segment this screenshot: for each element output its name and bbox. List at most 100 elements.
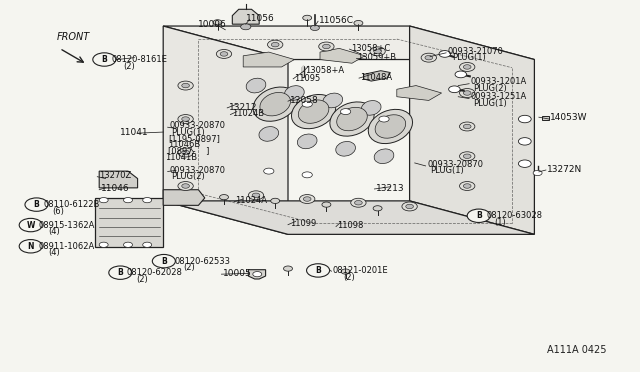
Ellipse shape [291, 94, 336, 129]
Text: 08120-8161E: 08120-8161E [112, 55, 168, 64]
Ellipse shape [259, 126, 278, 141]
Polygon shape [410, 26, 534, 234]
Text: W: W [26, 221, 35, 230]
Text: 13213: 13213 [376, 184, 404, 193]
Circle shape [252, 193, 260, 198]
Text: B: B [118, 268, 123, 277]
Circle shape [379, 116, 389, 122]
Circle shape [351, 198, 366, 207]
Circle shape [463, 184, 471, 188]
Circle shape [463, 154, 471, 158]
Circle shape [341, 269, 350, 274]
Text: 00933-1201A: 00933-1201A [470, 77, 527, 86]
Circle shape [533, 170, 542, 176]
Polygon shape [320, 48, 365, 63]
Text: 00933-20870: 00933-20870 [428, 160, 484, 169]
Text: 00933-20870: 00933-20870 [170, 166, 226, 174]
Circle shape [518, 160, 531, 167]
Text: PLUG(1): PLUG(1) [172, 128, 205, 137]
Text: PLUG(1): PLUG(1) [452, 53, 486, 62]
Ellipse shape [374, 149, 394, 164]
Text: (2): (2) [343, 273, 355, 282]
Circle shape [302, 172, 312, 178]
Polygon shape [243, 52, 294, 67]
Ellipse shape [375, 115, 406, 138]
Circle shape [460, 182, 475, 190]
Text: B: B [476, 211, 481, 220]
Text: N: N [28, 242, 34, 251]
Circle shape [463, 65, 471, 69]
Circle shape [323, 44, 330, 49]
Circle shape [460, 89, 475, 97]
Circle shape [178, 81, 193, 90]
Text: 14053W: 14053W [550, 113, 588, 122]
Circle shape [518, 115, 531, 123]
Circle shape [109, 266, 132, 279]
Circle shape [322, 202, 331, 207]
Circle shape [268, 40, 283, 49]
Circle shape [421, 53, 436, 62]
Circle shape [425, 55, 433, 60]
Text: FRONT: FRONT [56, 32, 90, 42]
Text: B: B [161, 257, 166, 266]
Text: 08110-6122B: 08110-6122B [44, 200, 100, 209]
Circle shape [406, 204, 413, 209]
Ellipse shape [253, 87, 298, 121]
Polygon shape [397, 86, 442, 100]
Circle shape [253, 272, 262, 277]
Text: 11099: 11099 [290, 219, 316, 228]
Ellipse shape [337, 108, 367, 131]
Text: 08120-62533: 08120-62533 [174, 257, 230, 266]
Circle shape [124, 242, 132, 247]
Text: A111A 0425: A111A 0425 [547, 345, 607, 355]
Text: 11056: 11056 [246, 14, 275, 23]
Circle shape [220, 195, 228, 200]
Text: (2): (2) [183, 263, 195, 272]
Text: 00933-1251A: 00933-1251A [470, 92, 527, 101]
Text: (6): (6) [52, 207, 65, 216]
Text: 13059+B: 13059+B [357, 53, 396, 62]
Circle shape [455, 71, 467, 78]
Circle shape [25, 198, 48, 211]
Text: [1195-0897]: [1195-0897] [168, 134, 220, 143]
Polygon shape [163, 190, 205, 205]
Circle shape [143, 198, 152, 203]
Text: 10005: 10005 [223, 269, 252, 278]
Text: 00933-21070: 00933-21070 [448, 47, 504, 56]
Circle shape [373, 206, 382, 211]
Text: 13058: 13058 [290, 96, 319, 105]
Text: (2): (2) [123, 62, 134, 71]
Text: 00933-20870: 00933-20870 [170, 121, 226, 130]
Polygon shape [95, 198, 163, 247]
Circle shape [99, 198, 108, 203]
Circle shape [182, 117, 189, 121]
Circle shape [178, 115, 193, 124]
Circle shape [374, 49, 381, 54]
Circle shape [284, 266, 292, 271]
Polygon shape [232, 9, 259, 24]
Text: B: B [102, 55, 107, 64]
Polygon shape [99, 171, 138, 188]
Text: (1): (1) [495, 218, 506, 227]
Circle shape [213, 20, 222, 25]
Circle shape [182, 150, 189, 155]
Text: B: B [316, 266, 321, 275]
Circle shape [19, 218, 42, 232]
Text: 13272N: 13272N [547, 165, 582, 174]
Text: 11098: 11098 [337, 221, 364, 230]
Text: PLUG(2): PLUG(2) [172, 172, 205, 181]
Circle shape [467, 209, 490, 222]
Circle shape [143, 242, 152, 247]
Circle shape [264, 168, 274, 174]
Text: [0897-    ]: [0897- ] [168, 147, 210, 155]
Ellipse shape [246, 78, 266, 93]
Circle shape [248, 191, 264, 200]
Circle shape [449, 86, 460, 93]
Ellipse shape [285, 86, 304, 100]
Circle shape [182, 83, 189, 88]
Polygon shape [163, 201, 534, 234]
Text: 11048A: 11048A [360, 73, 392, 82]
Text: 08911-1062A: 08911-1062A [38, 242, 95, 251]
Text: 10006: 10006 [198, 20, 227, 29]
Ellipse shape [336, 141, 355, 156]
